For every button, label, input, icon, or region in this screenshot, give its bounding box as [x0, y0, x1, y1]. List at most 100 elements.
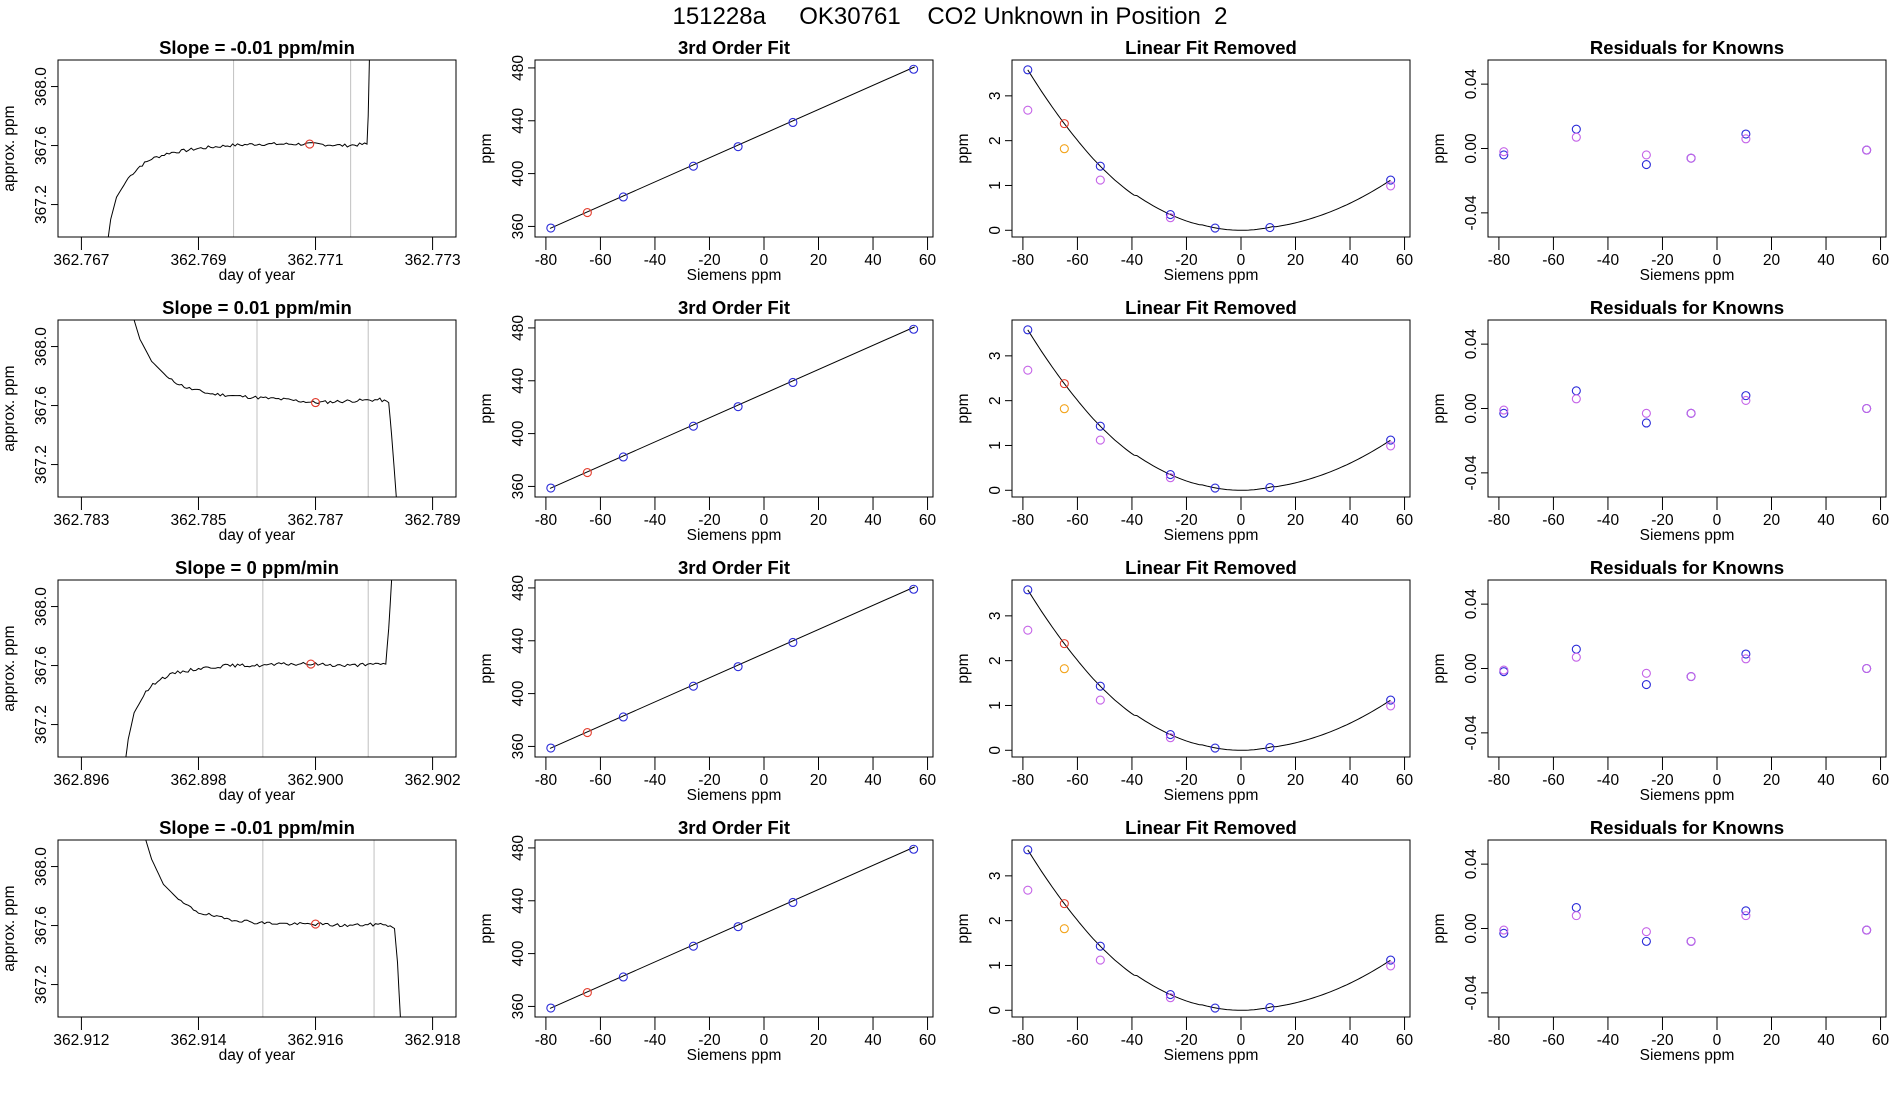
- x-tick-label: -60: [1542, 1032, 1565, 1049]
- x-tick-label: 20: [1287, 252, 1305, 269]
- data-point-blue: [1165, 470, 1175, 480]
- ppm-trace: [125, 580, 393, 757]
- data-point-blue: [733, 142, 743, 152]
- data-point-violet: [1571, 911, 1581, 921]
- y-axis-label: ppm: [478, 393, 495, 423]
- data-point-violet: [1741, 911, 1751, 921]
- data-point-blue: [1265, 483, 1275, 493]
- data-point-violet: [1499, 405, 1509, 415]
- data-point-blue: [1023, 845, 1033, 855]
- plot-frame: [1487, 579, 1887, 758]
- y-tick-label: 440: [510, 107, 527, 133]
- plot-area: [546, 324, 919, 493]
- y-tick-label: 367.6: [33, 646, 50, 685]
- plot-area: [125, 580, 393, 757]
- x-tick-label: 362.914: [170, 1032, 226, 1049]
- data-point-blue: [909, 844, 919, 854]
- data-point-red: [1059, 639, 1069, 649]
- x-tick-label: -40: [644, 772, 667, 789]
- x-tick-label: 20: [1763, 512, 1781, 529]
- data-point-blue: [1210, 483, 1220, 493]
- data-point-blue: [1571, 644, 1581, 654]
- x-tick-label: -20: [1175, 772, 1198, 789]
- x-tick-label: 0: [1713, 772, 1722, 789]
- y-tick-label: 0.00: [1463, 913, 1480, 944]
- data-point-blue: [1165, 210, 1175, 220]
- x-tick-label: 60: [919, 1032, 937, 1049]
- x-tick-label: 40: [864, 772, 882, 789]
- y-tick-label: -0.04: [1463, 975, 1480, 1011]
- x-tick-label: -60: [1542, 252, 1565, 269]
- y-tick-label: 480: [510, 315, 527, 341]
- plot-frame: [1487, 319, 1887, 498]
- x-tick-label: 40: [1341, 252, 1359, 269]
- data-point-blue: [546, 1003, 556, 1013]
- y-axis-label: approx. ppm: [1, 625, 18, 711]
- data-point-blue: [1641, 936, 1651, 946]
- chart-panel-r3c4: Residuals for Knowns -80 -60 -40 -20 0 20 40 60 S…: [1431, 557, 1890, 804]
- data-point-blue: [1386, 435, 1396, 445]
- data-point-blue: [788, 637, 798, 648]
- fit-line: [549, 326, 915, 489]
- x-axis-label: Siemens ppm: [687, 527, 782, 544]
- y-tick-label: 480: [510, 575, 527, 601]
- plot-frame: [534, 579, 934, 758]
- plot-area: [145, 840, 401, 1017]
- data-point-violet: [1023, 105, 1033, 115]
- data-point-violet: [1023, 625, 1033, 635]
- x-tick-label: -80: [1488, 512, 1511, 529]
- x-tick-label: -60: [1066, 1032, 1089, 1049]
- data-point-violet: [1641, 668, 1651, 678]
- data-point-blue: [1571, 903, 1581, 913]
- data-point-blue: [1023, 585, 1033, 595]
- x-tick-label: -60: [1066, 252, 1089, 269]
- chart-panel-r4c1: Slope = -0.01 ppm/min 362.912 362.914 362.9…: [1, 817, 461, 1064]
- x-tick-label: -80: [535, 252, 558, 269]
- chart-panel-r3c2: 3rd Order Fit -80 -60 -40 -20 0 20 40 60 Siemens …: [478, 557, 937, 804]
- x-tick-label: -20: [1651, 512, 1674, 529]
- x-tick-label: 0: [1713, 1032, 1722, 1049]
- ppm-trace: [145, 840, 401, 1017]
- fit-curve: [1027, 589, 1391, 751]
- plot-area: [546, 844, 919, 1013]
- plot-area: [107, 60, 370, 237]
- plot-area: [133, 320, 397, 497]
- y-axis-label: ppm: [955, 913, 972, 943]
- x-tick-label: 40: [864, 252, 882, 269]
- data-point-blue: [1641, 680, 1651, 690]
- plot-frame: [1487, 59, 1887, 238]
- chart-panel-r3c3: Linear Fit Removed-80 -60 -40 -20 0 20 40 60Sie…: [955, 557, 1414, 804]
- ppm-trace: [107, 60, 370, 237]
- data-point-blue: [1210, 743, 1220, 753]
- x-axis-label: Siemens ppm: [687, 1047, 782, 1064]
- x-tick-label: -80: [1012, 252, 1035, 269]
- data-point-blue: [688, 681, 698, 691]
- ppm-trace: [133, 320, 397, 497]
- x-tick-label: 20: [1763, 252, 1781, 269]
- x-tick-label: 20: [810, 252, 828, 269]
- x-tick-label: 362.769: [170, 252, 226, 269]
- data-point-violet: [1095, 435, 1105, 445]
- data-point-blue: [1265, 743, 1275, 753]
- data-point-blue: [1499, 408, 1509, 418]
- x-tick-label: 20: [1287, 1032, 1305, 1049]
- plot-frame: [534, 59, 934, 238]
- x-tick-label: -40: [1597, 512, 1620, 529]
- x-axis-label: Siemens ppm: [687, 267, 782, 284]
- x-axis-label: Siemens ppm: [1164, 527, 1259, 544]
- data-point-violet: [1686, 153, 1696, 163]
- data-point-blue: [688, 421, 698, 431]
- y-tick-label: 1: [987, 701, 1004, 710]
- y-tick-label: 0.04: [1463, 589, 1480, 620]
- data-point-red: [1059, 899, 1069, 909]
- x-tick-label: 40: [864, 1032, 882, 1049]
- plot-area: [1499, 386, 1872, 428]
- y-tick-label: 367.2: [33, 185, 50, 224]
- x-axis-label: Siemens ppm: [1640, 527, 1735, 544]
- x-tick-label: 362.898: [170, 772, 226, 789]
- x-tick-label: -40: [644, 1032, 667, 1049]
- y-tick-label: -0.04: [1463, 195, 1480, 231]
- plot-frame: [1011, 839, 1411, 1018]
- panel-title: Linear Fit Removed: [1125, 37, 1297, 58]
